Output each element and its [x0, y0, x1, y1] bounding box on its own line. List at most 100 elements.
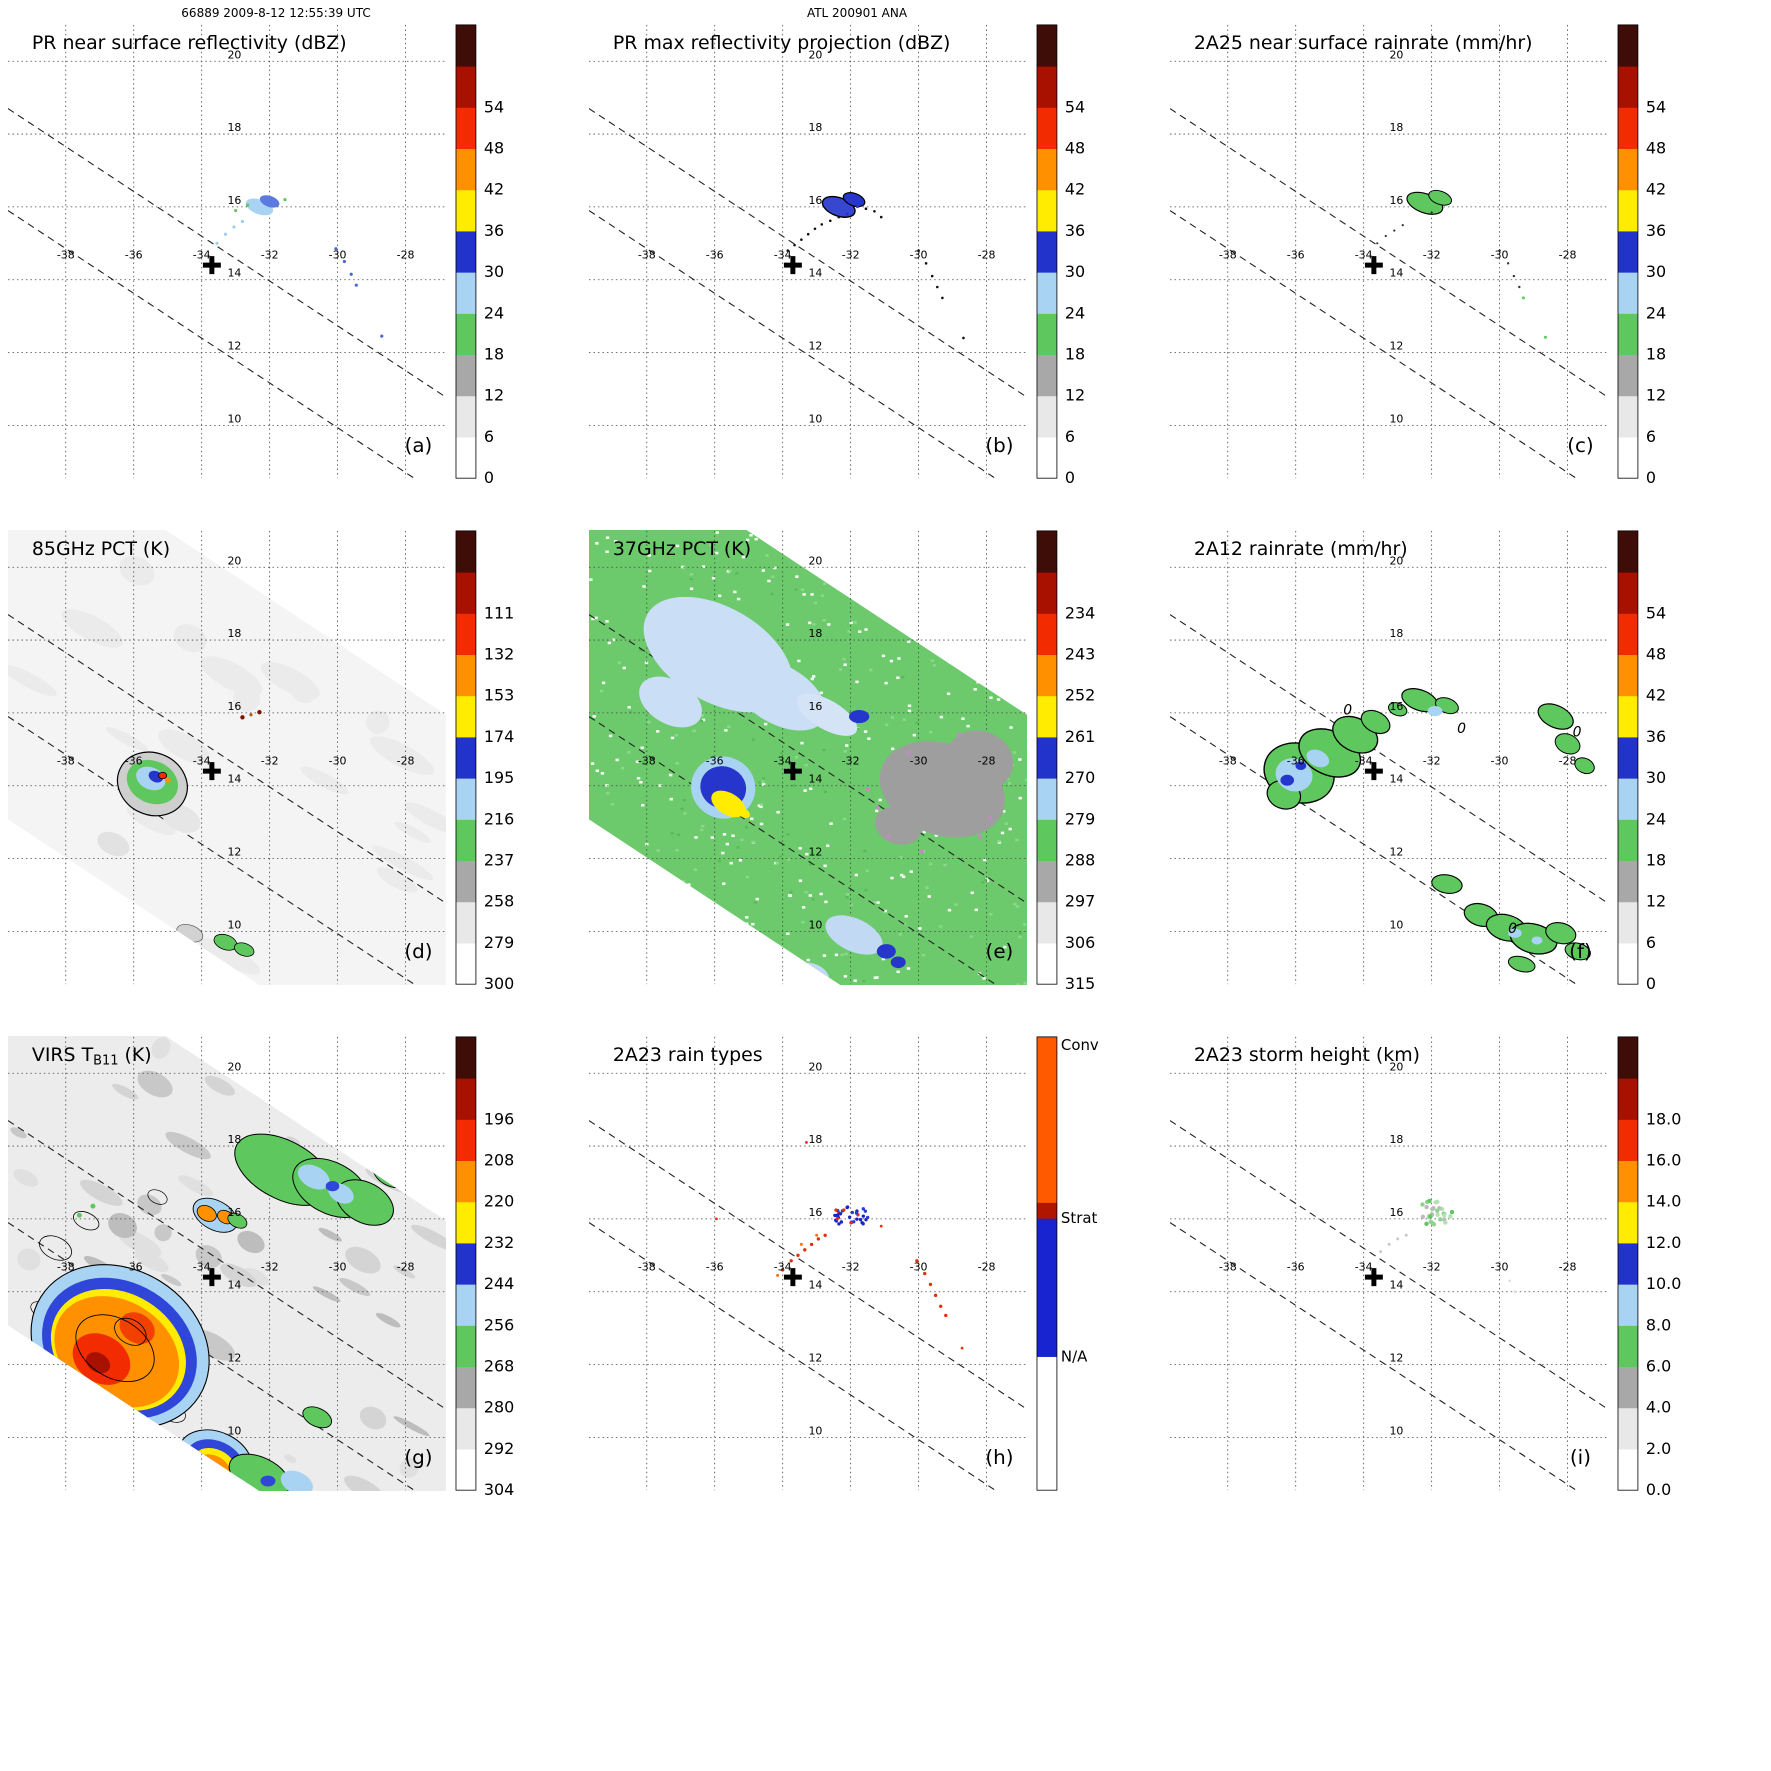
colorbar-i: 0.0 2.0 4.0 6.0 8.0 10.0 12.0 14.0 16.0 18.0 — [1617, 1036, 1682, 1499]
map-g: -38 -36 -34 -32 -30 -28 10 12 14 16 18 20 (g) VIRS TB… — [8, 1036, 447, 1491]
grid-lines — [1170, 24, 1609, 479]
svg-text:10: 10 — [227, 918, 241, 931]
svg-text:304: 304 — [484, 1480, 514, 1499]
data-features — [786, 192, 965, 340]
svg-text:2.0: 2.0 — [1646, 1439, 1671, 1458]
svg-text:-38: -38 — [1219, 249, 1237, 262]
svg-text:16: 16 — [808, 700, 822, 713]
svg-text:-28: -28 — [978, 755, 996, 768]
svg-text:12: 12 — [227, 846, 241, 859]
svg-text:18: 18 — [1389, 121, 1403, 134]
svg-text:244: 244 — [484, 1274, 514, 1293]
svg-text:12: 12 — [808, 340, 822, 353]
svg-text:20: 20 — [1389, 48, 1403, 61]
grid-labels: -38 -36 -34 -32 -30 -28 10 12 14 16 18 20 — [638, 48, 996, 425]
svg-text:36: 36 — [1646, 727, 1666, 746]
svg-text:-28: -28 — [1559, 755, 1577, 768]
svg-text:12: 12 — [1389, 846, 1403, 859]
svg-text:18: 18 — [1646, 851, 1666, 870]
svg-text:20: 20 — [1389, 554, 1403, 567]
svg-text:16: 16 — [227, 1206, 241, 1219]
svg-text:16: 16 — [1389, 700, 1403, 713]
svg-text:315: 315 — [1065, 974, 1095, 993]
svg-text:14: 14 — [808, 773, 822, 786]
svg-text:10: 10 — [808, 1424, 822, 1437]
svg-text:24: 24 — [1646, 303, 1666, 322]
map-a: -38 -36 -34 -32 -30 -28 10 12 14 16 18 20 (a) PR near… — [8, 24, 447, 479]
svg-text:-36: -36 — [125, 1261, 143, 1274]
svg-text:-36: -36 — [125, 755, 143, 768]
svg-text:18: 18 — [1065, 345, 1085, 364]
svg-text:-34: -34 — [193, 249, 211, 262]
data-features — [639, 596, 1014, 985]
svg-text:-34: -34 — [193, 755, 211, 768]
svg-text:6: 6 — [1646, 427, 1656, 446]
panel-title: 2A23 rain types — [613, 1044, 763, 1066]
svg-text:18: 18 — [1389, 627, 1403, 640]
grid-labels: -38 -36 -34 -32 -30 -28 10 12 14 16 18 20 — [57, 1060, 415, 1437]
storm-center-marker — [783, 1268, 802, 1287]
svg-text:-38: -38 — [1219, 755, 1237, 768]
svg-text:153: 153 — [484, 686, 514, 705]
header-spacer — [1170, 6, 1706, 20]
svg-text:14: 14 — [227, 1279, 241, 1292]
grid-lines — [589, 24, 1028, 479]
svg-text:-36: -36 — [706, 1261, 724, 1274]
svg-text:36: 36 — [484, 221, 504, 240]
svg-text:18: 18 — [227, 627, 241, 640]
svg-text:0: 0 — [1343, 703, 1352, 719]
svg-text:-30: -30 — [329, 249, 347, 262]
grid-lines — [8, 530, 447, 985]
panel-g: -38 -36 -34 -32 -30 -28 10 12 14 16 18 20 (g) VIRS TB… — [8, 1036, 544, 1506]
svg-text:12: 12 — [484, 386, 504, 405]
svg-text:-34: -34 — [1355, 755, 1373, 768]
panel-letter: (h) — [985, 1446, 1013, 1469]
svg-text:-38: -38 — [1219, 1261, 1237, 1274]
svg-text:14: 14 — [227, 267, 241, 280]
svg-text:-34: -34 — [1355, 249, 1373, 262]
swath-edge-lines — [8, 614, 447, 985]
svg-text:297: 297 — [1065, 892, 1095, 911]
panel-title: 2A23 storm height (km) — [1194, 1044, 1420, 1066]
svg-text:16: 16 — [227, 194, 241, 207]
svg-text:-28: -28 — [978, 1261, 996, 1274]
svg-text:-28: -28 — [397, 249, 415, 262]
grid-labels: -38 -36 -34 -32 -30 -28 10 12 14 16 18 20 — [1219, 554, 1577, 931]
svg-text:-38: -38 — [638, 249, 656, 262]
svg-text:-34: -34 — [193, 1261, 211, 1274]
svg-text:42: 42 — [1646, 180, 1666, 199]
panel-letter: (b) — [985, 434, 1013, 457]
svg-text:243: 243 — [1065, 644, 1095, 663]
storm-center-marker — [783, 762, 802, 781]
svg-text:24: 24 — [1065, 303, 1085, 322]
map-i: -38 -36 -34 -32 -30 -28 10 12 14 16 18 20 (i) 2A23 st… — [1170, 1036, 1609, 1491]
colorbar-g: 304 292 280 268 256 244 232 220 208 196 — [455, 1036, 515, 1499]
panel-letter: (i) — [1570, 1446, 1591, 1469]
svg-text:270: 270 — [1065, 768, 1095, 787]
panel-letter: (g) — [404, 1446, 432, 1469]
svg-text:6.0: 6.0 — [1646, 1357, 1671, 1376]
panel-title: 37GHz PCT (K) — [613, 538, 751, 560]
svg-text:36: 36 — [1065, 221, 1085, 240]
storm-center-marker — [202, 1268, 221, 1287]
svg-text:20: 20 — [227, 554, 241, 567]
svg-text:-32: -32 — [1423, 755, 1441, 768]
svg-text:20: 20 — [227, 48, 241, 61]
panel-title: PR near surface reflectivity (dBZ) — [32, 32, 347, 54]
svg-text:-28: -28 — [978, 249, 996, 262]
svg-text:18: 18 — [227, 121, 241, 134]
map-h: -38 -36 -34 -32 -30 -28 10 12 14 16 18 20 (h) 2A23 ra… — [589, 1036, 1028, 1491]
svg-text:6: 6 — [1646, 933, 1656, 952]
svg-text:216: 216 — [484, 809, 514, 828]
colorbar-h: Conv Strat N/A — [1036, 1036, 1099, 1491]
panel-letter: (e) — [986, 940, 1014, 963]
svg-text:12.0: 12.0 — [1646, 1233, 1681, 1252]
svg-text:232: 232 — [484, 1233, 514, 1252]
panel-c: -38 -36 -34 -32 -30 -28 10 12 14 16 18 20 (c) 2A25 ne… — [1170, 24, 1706, 494]
svg-text:54: 54 — [1646, 97, 1666, 116]
grid-labels: -38 -36 -34 -32 -30 -28 10 12 14 16 18 20 — [1219, 48, 1577, 425]
svg-text:234: 234 — [1065, 603, 1095, 622]
svg-text:20: 20 — [808, 554, 822, 567]
svg-text:16.0: 16.0 — [1646, 1150, 1681, 1169]
map-b: -38 -36 -34 -32 -30 -28 10 12 14 16 18 20 (b) PR max … — [589, 24, 1028, 479]
